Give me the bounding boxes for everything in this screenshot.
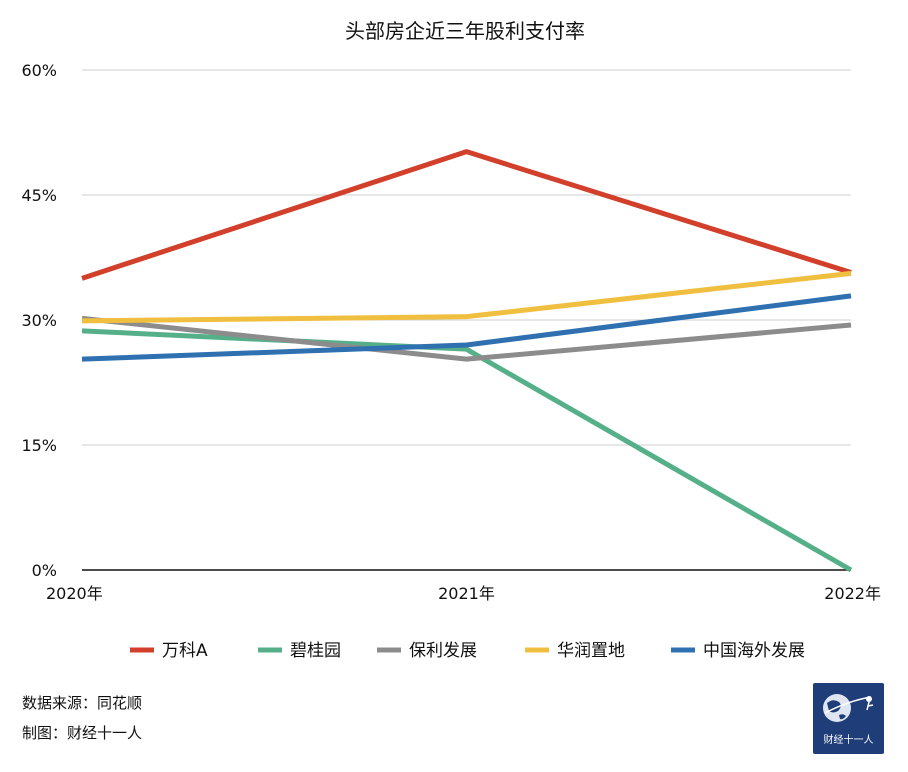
x-tick-label: 2021年 xyxy=(438,584,495,603)
data-source-note: 数据来源：同花顺 xyxy=(22,694,143,712)
legend-label: 华润置地 xyxy=(557,641,625,661)
y-tick-label: 30% xyxy=(21,311,57,330)
series-lines xyxy=(81,149,853,573)
chart-maker-note: 制图：财经十一人 xyxy=(22,724,143,742)
series-line xyxy=(81,270,852,324)
brand-logo: 财经十一人 xyxy=(813,683,884,754)
x-tick-label: 2020年 xyxy=(46,584,103,603)
y-tick-label: 60% xyxy=(21,61,57,80)
legend-label: 碧桂园 xyxy=(290,641,341,661)
y-tick-label: 15% xyxy=(21,436,57,455)
legend: 万科A 碧桂园 保利发展 华润置地 中国海外发展 xyxy=(130,641,805,661)
series-line xyxy=(81,293,852,362)
y-tick-label: 0% xyxy=(32,561,57,580)
legend-label: 中国海外发展 xyxy=(703,641,805,661)
grid-lines xyxy=(82,69,851,446)
globe-icon xyxy=(823,694,874,722)
series-line xyxy=(81,315,852,362)
series-line xyxy=(81,149,852,281)
line-chart: 头部房企近三年股利支付率 0%15%30%45%60% 2020年 2021年 20… xyxy=(21,19,881,661)
logo-text: 财经十一人 xyxy=(823,735,874,746)
legend-label: 保利发展 xyxy=(409,641,477,661)
series-line xyxy=(81,328,853,573)
x-tick-label: 2022年 xyxy=(824,584,881,603)
chart-title: 头部房企近三年股利支付率 xyxy=(345,19,585,43)
legend-label: 万科A xyxy=(162,641,208,661)
y-axis: 0% 15% 30% 45% 60% xyxy=(21,61,57,580)
y-tick-label: 45% xyxy=(21,186,57,205)
x-axis: 2020年 2021年 2022年 xyxy=(46,569,881,603)
